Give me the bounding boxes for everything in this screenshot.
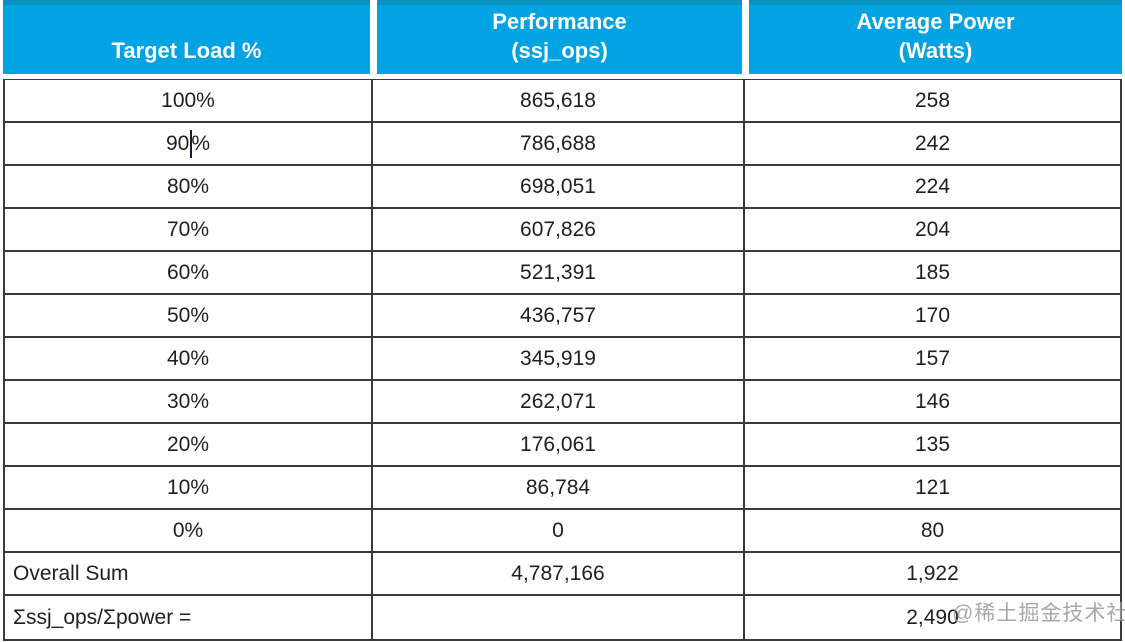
cell-summary-label[interactable]: Overall Sum: [5, 553, 373, 594]
col-header-sublabel: (Watts): [898, 38, 973, 63]
cell-average-power[interactable]: 80: [920, 518, 945, 542]
col-header-target-load: Target Load %: [3, 0, 370, 74]
table-row: 0% 0 80: [5, 510, 1120, 553]
table-row: 10% 86,784 121: [5, 467, 1120, 510]
table-body: 100% 865,618 258 90% 786,688 242 80% 698,051 224…: [3, 79, 1122, 641]
cell-performance[interactable]: 4,787,166: [373, 553, 745, 594]
cell-performance[interactable]: 0: [373, 510, 745, 551]
cell-average-power[interactable]: 170: [914, 303, 951, 327]
cell-target-load[interactable]: 80%: [5, 166, 373, 207]
cell-text: %: [191, 131, 211, 155]
cell-average-power[interactable]: 146: [914, 389, 951, 413]
cell-performance[interactable]: 262,071: [373, 381, 745, 422]
cell-average-power[interactable]: 185: [914, 260, 951, 284]
cell-text: 90: [165, 131, 190, 155]
table-row: 20% 176,061 135: [5, 424, 1120, 467]
cell-average-power[interactable]: 258: [914, 88, 951, 112]
cell-target-load[interactable]: 90%: [5, 123, 373, 164]
cell-performance[interactable]: 86,784: [373, 467, 745, 508]
table-row: 70% 607,826 204: [5, 209, 1120, 252]
summary-row: Σssj_ops/Σpower = 2,490: [5, 596, 1120, 639]
table-row: 60% 521,391 185: [5, 252, 1120, 295]
cell-target-load[interactable]: 60%: [5, 252, 373, 293]
table-row: 50% 436,757 170: [5, 295, 1120, 338]
table-row: 90% 786,688 242: [5, 123, 1120, 166]
cell-summary-label[interactable]: Σssj_ops/Σpower =: [5, 596, 373, 639]
col-header-label: Performance: [492, 9, 627, 34]
cell-average-power[interactable]: 242: [914, 131, 951, 155]
col-header-label: Average Power: [856, 9, 1015, 34]
cell-target-load[interactable]: 20%: [5, 424, 373, 465]
cell-target-load[interactable]: 0%: [5, 510, 373, 551]
cell-average-power[interactable]: 135: [914, 432, 951, 456]
cell-performance[interactable]: 436,757: [373, 295, 745, 336]
table-row: 100% 865,618 258: [5, 80, 1120, 123]
cell-target-load[interactable]: 70%: [5, 209, 373, 250]
col-header-label: Target Load %: [111, 38, 262, 63]
cell-performance[interactable]: 865,618: [373, 80, 745, 121]
cell-target-load[interactable]: 40%: [5, 338, 373, 379]
cell-average-power[interactable]: 1,922: [906, 561, 959, 585]
cell-performance[interactable]: [373, 596, 745, 639]
cell-average-power[interactable]: 157: [914, 346, 951, 370]
watermark: @稀土掘金技术社区: [952, 602, 1125, 625]
table-row: 40% 345,919 157: [5, 338, 1120, 381]
col-header-average-power: Average Power (Watts): [749, 0, 1122, 74]
cell-average-power[interactable]: 2,490: [906, 605, 959, 629]
col-header-sublabel: (ssj_ops): [511, 38, 608, 63]
col-header-performance: Performance (ssj_ops): [377, 0, 742, 74]
cell-target-load[interactable]: 50%: [5, 295, 373, 336]
cell-target-load[interactable]: 30%: [5, 381, 373, 422]
cell-average-power[interactable]: 121: [914, 475, 951, 499]
cell-performance[interactable]: 521,391: [373, 252, 745, 293]
cell-performance[interactable]: 786,688: [373, 123, 745, 164]
table-header: Target Load % Performance (ssj_ops) Aver…: [3, 0, 1122, 74]
table-row: 80% 698,051 224: [5, 166, 1120, 209]
cell-target-load[interactable]: 10%: [5, 467, 373, 508]
table-row: 30% 262,071 146: [5, 381, 1120, 424]
cell-performance[interactable]: 176,061: [373, 424, 745, 465]
cell-performance[interactable]: 698,051: [373, 166, 745, 207]
cell-performance[interactable]: 345,919: [373, 338, 745, 379]
cell-target-load[interactable]: 100%: [5, 80, 373, 121]
cell-performance[interactable]: 607,826: [373, 209, 745, 250]
cell-average-power[interactable]: 204: [914, 217, 951, 241]
summary-row: Overall Sum 4,787,166 1,922: [5, 553, 1120, 596]
cell-average-power[interactable]: 224: [914, 174, 951, 198]
text-caret: [190, 129, 193, 158]
